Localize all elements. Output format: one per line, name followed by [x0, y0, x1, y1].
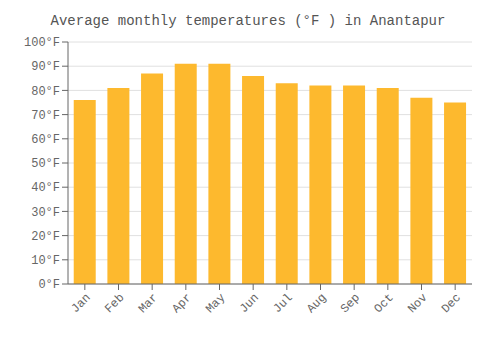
svg-text:100°F: 100°F — [24, 36, 60, 50]
svg-text:10°F: 10°F — [31, 254, 60, 268]
svg-text:Feb: Feb — [102, 291, 127, 316]
html-text:Average monthly temperatures (: Average monthly temperatures (°F ) in An… — [50, 13, 446, 29]
svg-text:Mar: Mar — [136, 291, 161, 316]
svg-text:70°F: 70°F — [31, 109, 60, 123]
svg-text:Aug: Aug — [304, 291, 329, 316]
svg-text:Jul: Jul — [271, 291, 296, 316]
svg-text:Sep: Sep — [338, 291, 363, 316]
svg-text:50°F: 50°F — [31, 157, 60, 171]
svg-text:Jun: Jun — [237, 291, 262, 316]
svg-text:0°F: 0°F — [38, 278, 60, 292]
svg-text:20°F: 20°F — [31, 230, 60, 244]
svg-text:80°F: 80°F — [31, 85, 60, 99]
svg-text:Apr: Apr — [170, 291, 195, 316]
svg-text:40°F: 40°F — [31, 181, 60, 195]
svg-text:Oct: Oct — [372, 291, 397, 316]
svg-text:60°F: 60°F — [31, 133, 60, 147]
svg-text:May: May — [203, 291, 228, 316]
svg-text:30°F: 30°F — [31, 206, 60, 220]
svg-text:Jan: Jan — [69, 291, 94, 316]
svg-text:Nov: Nov — [405, 291, 430, 316]
svg-text:90°F: 90°F — [31, 60, 60, 74]
svg-text:Dec: Dec — [439, 291, 464, 316]
